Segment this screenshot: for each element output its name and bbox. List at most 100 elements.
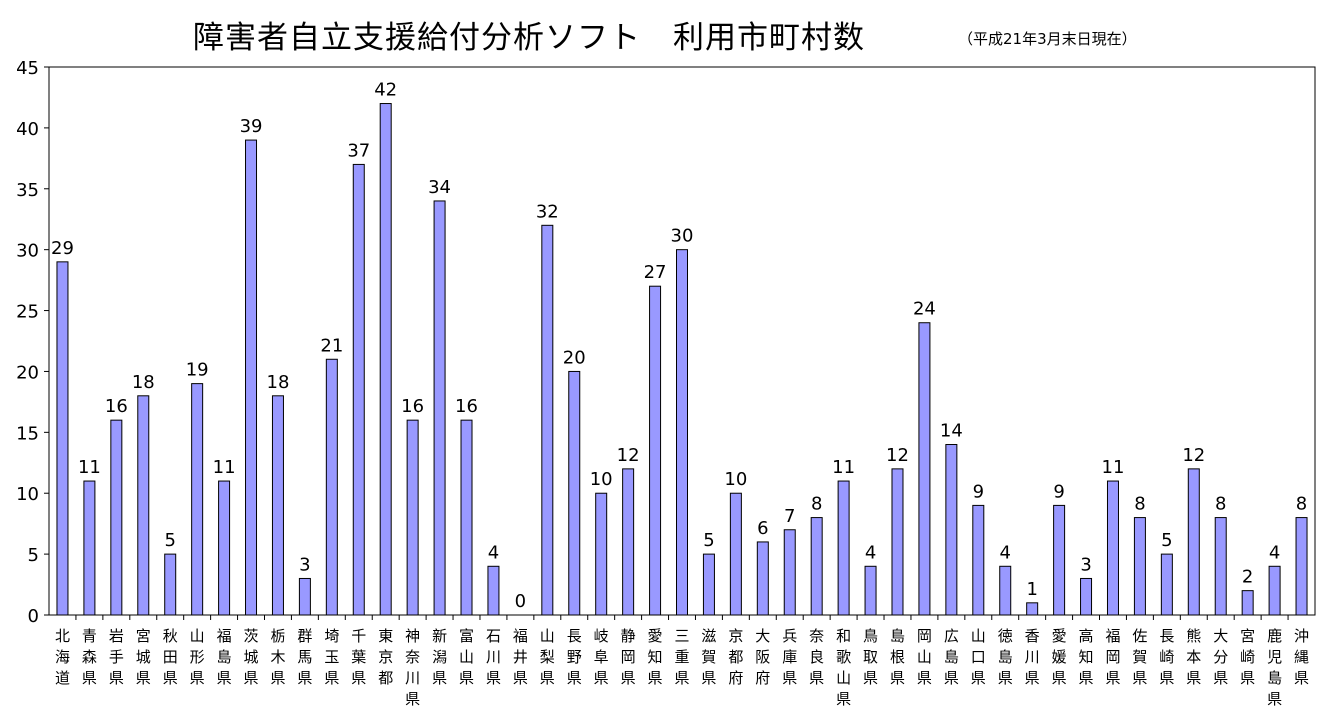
bar	[83, 480, 96, 616]
data-label: 9	[1053, 481, 1064, 502]
data-label: 4	[488, 542, 499, 563]
data-label: 18	[132, 372, 155, 393]
bar	[137, 395, 150, 616]
bar	[325, 358, 338, 616]
data-label: 2	[1242, 567, 1253, 588]
y-tick-label: 35	[16, 180, 39, 201]
category-label: 徳島県	[998, 627, 1013, 687]
category-label: 山形県	[190, 627, 205, 687]
category-label: 三重県	[674, 627, 689, 687]
y-tick-label: 40	[16, 119, 39, 140]
data-label: 29	[51, 238, 74, 259]
category-label: 青森県	[82, 627, 97, 687]
category-label: 滋賀県	[701, 627, 716, 687]
category-label: 千葉県	[351, 627, 366, 687]
data-label: 9	[973, 481, 984, 502]
bar	[891, 468, 904, 616]
bar	[487, 565, 500, 616]
category-label: 秋田県	[163, 627, 178, 687]
bar	[1080, 577, 1093, 616]
bar	[1214, 517, 1227, 616]
bar	[595, 492, 608, 616]
category-label: 長野県	[567, 627, 582, 687]
category-label: 岡山県	[917, 627, 932, 687]
category-label: 神奈川県	[405, 627, 420, 708]
category-label: 岐阜県	[594, 627, 609, 687]
category-label: 福岡県	[1105, 627, 1120, 687]
category-label: 和歌山県	[836, 627, 851, 708]
bar	[837, 480, 850, 616]
data-label: 20	[563, 347, 586, 368]
bar	[1026, 602, 1039, 616]
bar	[245, 139, 258, 616]
bar	[756, 541, 769, 616]
data-label: 11	[78, 457, 101, 478]
data-label: 12	[617, 445, 640, 466]
bar	[1053, 504, 1066, 616]
bar	[918, 322, 931, 616]
data-label: 18	[267, 372, 290, 393]
y-tick-label: 25	[16, 302, 39, 323]
category-label: 沖縄県	[1294, 627, 1309, 687]
bar	[218, 480, 231, 616]
bar	[999, 565, 1012, 616]
bar	[298, 577, 311, 616]
category-label: 福井県	[513, 627, 528, 687]
bar	[1295, 517, 1308, 616]
category-label: 鳥取県	[863, 627, 878, 687]
category-label: 愛知県	[648, 627, 663, 687]
category-label: 宮城県	[136, 627, 151, 687]
bar	[622, 468, 635, 616]
category-label: 大阪府	[755, 627, 770, 687]
bar	[783, 529, 796, 616]
data-label: 8	[1296, 494, 1307, 515]
data-label: 6	[757, 518, 768, 539]
category-label: 宮崎県	[1240, 627, 1255, 687]
data-label: 11	[213, 457, 236, 478]
data-label: 12	[1182, 445, 1205, 466]
bar	[649, 285, 662, 616]
data-label: 8	[1134, 494, 1145, 515]
bar	[1160, 553, 1173, 616]
bar	[406, 419, 419, 616]
data-label: 4	[1269, 542, 1280, 563]
data-label: 12	[886, 445, 909, 466]
data-label: 27	[644, 262, 667, 283]
data-label: 39	[240, 116, 263, 137]
category-label: 兵庫県	[782, 627, 797, 687]
data-label: 16	[401, 396, 424, 417]
data-label: 4	[1000, 542, 1011, 563]
data-label: 0	[515, 591, 526, 612]
category-label: 東京都	[378, 627, 393, 687]
data-label: 14	[940, 421, 963, 442]
category-label: 大分県	[1213, 627, 1228, 687]
y-tick-label: 10	[16, 484, 39, 505]
bar	[460, 419, 473, 616]
category-label: 愛媛県	[1052, 627, 1067, 687]
chart-subtitle: （平成21年3月末日現在）	[958, 30, 1137, 48]
data-label: 32	[536, 201, 559, 222]
data-label: 8	[1215, 494, 1226, 515]
category-label: 鹿児島県	[1267, 627, 1282, 708]
category-label: 北海道	[55, 627, 70, 687]
bar	[1106, 480, 1119, 616]
bar	[1133, 517, 1146, 616]
data-label: 19	[186, 360, 209, 381]
category-label: 佐賀県	[1132, 627, 1147, 687]
data-label: 34	[428, 177, 451, 198]
bar	[271, 395, 284, 616]
bar	[56, 261, 69, 616]
bar	[1241, 590, 1254, 616]
data-label: 5	[164, 530, 175, 551]
category-label: 奈良県	[809, 627, 824, 687]
category-label: 茨城県	[244, 627, 259, 687]
category-label: 長崎県	[1159, 627, 1174, 687]
bar	[1187, 468, 1200, 616]
data-label: 5	[703, 530, 714, 551]
bar	[1268, 565, 1281, 616]
category-label: 島根県	[890, 627, 905, 687]
bar	[810, 517, 823, 616]
data-label: 11	[832, 457, 855, 478]
y-tick-label: 20	[16, 362, 39, 383]
